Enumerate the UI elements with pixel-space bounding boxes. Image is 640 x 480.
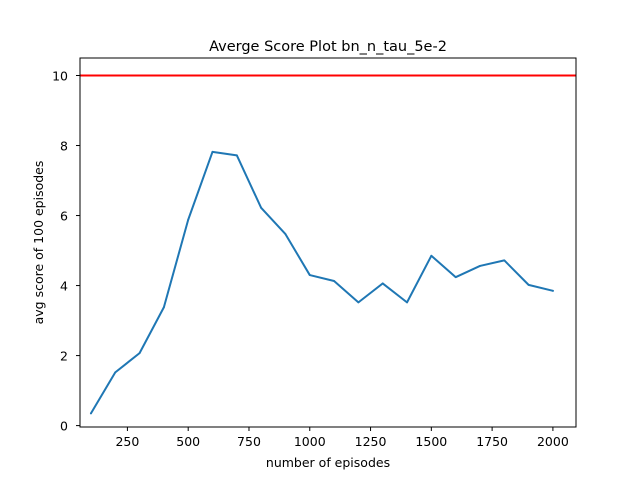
y-tick-label: 2: [60, 349, 68, 364]
y-tick-label: 10: [52, 69, 68, 84]
data-point: [284, 233, 287, 235]
y-axis-label: avg score of 100 episodes: [31, 161, 46, 325]
x-tick-label: 1750: [476, 434, 508, 449]
data-point: [333, 280, 335, 282]
y-tick-label: 0: [60, 419, 68, 434]
x-tick-label: 2000: [537, 434, 569, 449]
data-point: [381, 282, 384, 285]
data-point: [479, 265, 481, 267]
data-point: [357, 301, 360, 304]
data-point: [527, 283, 530, 286]
data-point: [138, 352, 141, 355]
chart-title: Averge Score Plot bn_n_tau_5e-2: [209, 39, 447, 55]
x-axis-label: number of episodes: [266, 455, 390, 470]
x-tick-label: 1000: [294, 434, 326, 449]
data-point: [162, 306, 165, 309]
x-tick-label: 750: [237, 434, 261, 449]
tick-layer: 250 500 750 1000 1250 1500 1750 2000 0 2 4 6 8 10: [52, 69, 569, 449]
x-tick-label: 1250: [355, 434, 387, 449]
axes-frame: [79, 57, 577, 428]
y-tick-label: 8: [60, 139, 68, 154]
data-point: [114, 371, 117, 374]
data-point: [211, 150, 214, 153]
data-point: [406, 301, 408, 304]
data-point: [430, 254, 433, 257]
x-tick-label: 1500: [415, 434, 447, 449]
plot-area: [80, 74, 576, 415]
y-tick-label: 6: [60, 209, 68, 224]
data-point: [308, 274, 311, 276]
x-tick-label: 500: [176, 434, 200, 449]
series-line: [89, 150, 554, 415]
x-tick-label: 250: [115, 434, 139, 449]
data-point: [235, 154, 238, 157]
data-point: [503, 259, 506, 262]
data-point: [552, 289, 554, 292]
data-point: [260, 206, 263, 209]
y-tick-label: 4: [60, 279, 68, 294]
data-point: [454, 276, 457, 279]
data-point: [187, 218, 190, 221]
data-point: [90, 412, 92, 415]
